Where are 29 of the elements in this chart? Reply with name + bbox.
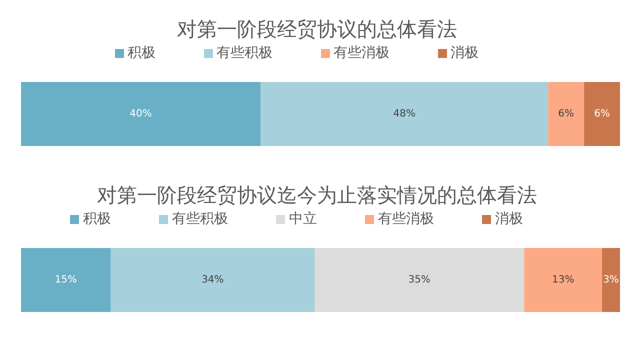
bar: [21, 82, 261, 146]
data-label: 13%: [552, 274, 574, 286]
chart-title: 对第一阶段经贸协议迄今为止落实情况的总体看法: [96, 182, 538, 209]
legend-label: 积极: [128, 45, 156, 61]
legend-label: 有些消极: [378, 211, 434, 227]
bar: [524, 248, 602, 312]
bar: [602, 248, 620, 312]
data-label: 3%: [603, 274, 619, 286]
bar: [110, 248, 315, 312]
legend-label: 有些积极: [216, 45, 272, 61]
legend-label: 有些消极: [334, 45, 390, 61]
data-label: 48%: [393, 108, 416, 120]
data-label: 35%: [408, 274, 430, 286]
chart-title: 对第一阶段经贸协议的总体看法: [176, 16, 458, 43]
bar: [584, 82, 620, 146]
bar: [21, 248, 111, 312]
legend-label: 有些积极: [172, 211, 228, 227]
bar: [260, 82, 548, 146]
data-label: 15%: [54, 274, 78, 286]
bar: [314, 248, 524, 312]
data-label: 40%: [130, 108, 152, 120]
legend-label: 消极: [495, 211, 523, 227]
data-label: 6%: [594, 108, 610, 120]
bar: [548, 82, 584, 146]
data-label: 6%: [558, 108, 574, 120]
legend-label: 中立: [289, 211, 317, 227]
data-label: 34%: [202, 274, 224, 286]
legend-label: 积极: [83, 211, 111, 227]
legend-label: 消极: [450, 45, 478, 61]
